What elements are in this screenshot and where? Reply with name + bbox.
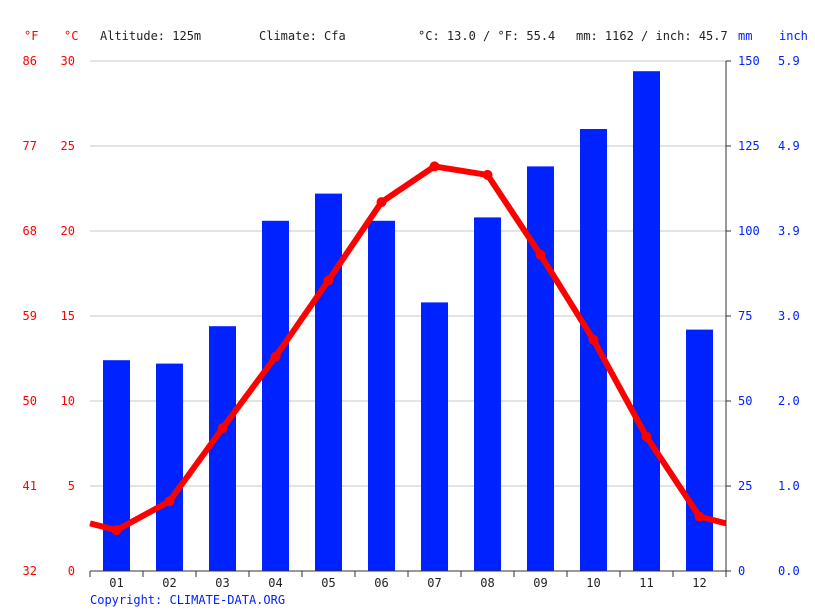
average-temperature-label: °C: 13.0 / °F: 55.4 [418, 29, 555, 43]
grid-lines [90, 60, 726, 487]
precipitation-bars [103, 71, 713, 572]
celsius-tick-label-5: 25 [61, 139, 75, 153]
climate-label: Climate: Cfa [259, 29, 346, 43]
millimeter-tick-label-0: 0 [738, 564, 745, 578]
celsius-tick-label-2: 10 [61, 394, 75, 408]
celsius-tick-label-4: 20 [61, 224, 75, 238]
x-tick-label-11: 11 [639, 576, 653, 590]
temperature-point-02 [164, 496, 175, 507]
x-tick-label-09: 09 [533, 576, 547, 590]
inch-tick-label-3: 3.0 [778, 309, 800, 323]
temperature-point-08 [482, 169, 493, 180]
temperature-point-05 [323, 275, 334, 286]
temperature-series-line [89, 163, 727, 534]
x-tick-label-06: 06 [374, 576, 388, 590]
precipitation-bar-12 [686, 329, 713, 571]
temperature-point-03 [217, 423, 228, 434]
precipitation-bar-01 [103, 360, 130, 571]
precipitation-bar-06 [368, 220, 395, 572]
x-tick-label-05: 05 [321, 576, 335, 590]
precipitation-bar-11 [633, 71, 660, 571]
precipitation-bar-03 [209, 326, 236, 571]
inch-tick-label-6: 5.9 [778, 54, 800, 68]
inch-tick-label-5: 4.9 [778, 139, 800, 153]
altitude-label: Altitude: 125m [100, 29, 201, 43]
celsius-tick-label-1: 5 [68, 479, 75, 493]
x-tick-label-08: 08 [480, 576, 494, 590]
axes [89, 60, 731, 577]
millimeter-tick-label-6: 150 [738, 54, 760, 68]
inch-tick-label-4: 3.9 [778, 224, 800, 238]
total-precipitation-label: mm: 1162 / inch: 45.7 [576, 29, 728, 43]
x-tick-label-07: 07 [427, 576, 441, 590]
fahrenheit-tick-label-1: 41 [23, 479, 37, 493]
temperature-point-10 [588, 334, 599, 345]
fahrenheit-tick-label-4: 68 [23, 224, 37, 238]
precipitation-bar-04 [262, 220, 289, 572]
temperature-point-07 [429, 161, 440, 172]
copyright-link[interactable]: Copyright: CLIMATE-DATA.ORG [90, 593, 285, 607]
axis-tick-labels: 01 02 03 04 05 06 07 08 09 10 11 12 32 0 41 5 50 10 59 15 68… [23, 54, 800, 590]
inch-tick-label-2: 2.0 [778, 394, 800, 408]
temperature-point-09 [535, 249, 546, 260]
fahrenheit-tick-label-6: 86 [23, 54, 37, 68]
precipitation-bar-08 [474, 217, 501, 571]
fahrenheit-tick-label-0: 32 [23, 564, 37, 578]
temperature-point-11 [641, 431, 652, 442]
millimeter-tick-label-4: 100 [738, 224, 760, 238]
celsius-unit-label: °C [64, 29, 78, 43]
temperature-line [89, 161, 727, 536]
fahrenheit-tick-label-2: 50 [23, 394, 37, 408]
inch-tick-label-0: 0.0 [778, 564, 800, 578]
inch-unit-label: inch [779, 29, 808, 43]
temperature-point-04 [270, 351, 281, 362]
temperature-point-12 [694, 511, 705, 522]
x-tick-label-03: 03 [215, 576, 229, 590]
fahrenheit-tick-label-5: 77 [23, 139, 37, 153]
celsius-tick-label-6: 30 [61, 54, 75, 68]
millimeter-tick-label-3: 75 [738, 309, 752, 323]
precipitation-bar-05 [315, 193, 342, 571]
fahrenheit-tick-label-3: 59 [23, 309, 37, 323]
millimeter-unit-label: mm [738, 29, 752, 43]
millimeter-tick-label-5: 125 [738, 139, 760, 153]
precipitation-bar-09 [527, 166, 554, 571]
temperature-point-01 [111, 525, 122, 536]
precipitation-bar-10 [580, 129, 607, 571]
precipitation-bar-07 [421, 302, 448, 571]
x-tick-label-02: 02 [162, 576, 176, 590]
precipitation-bar-02 [156, 363, 183, 571]
celsius-tick-label-0: 0 [68, 564, 75, 578]
millimeter-tick-label-1: 25 [738, 479, 752, 493]
inch-tick-label-1: 1.0 [778, 479, 800, 493]
celsius-tick-label-3: 15 [61, 309, 75, 323]
x-tick-label-10: 10 [586, 576, 600, 590]
fahrenheit-unit-label: °F [24, 29, 38, 43]
x-tick-label-01: 01 [109, 576, 123, 590]
millimeter-tick-label-2: 50 [738, 394, 752, 408]
temperature-point-06 [376, 197, 387, 208]
x-tick-label-12: 12 [692, 576, 706, 590]
x-tick-label-04: 04 [268, 576, 282, 590]
